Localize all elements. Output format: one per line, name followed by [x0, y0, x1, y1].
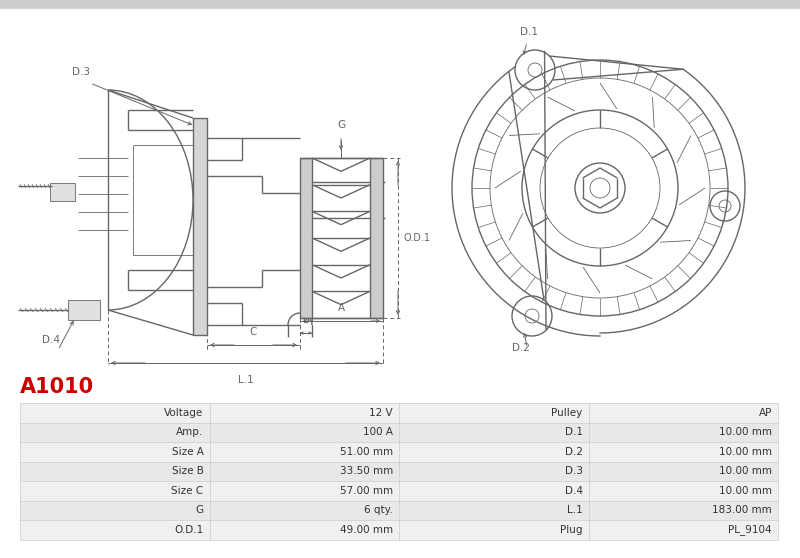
Bar [20, 501, 778, 520]
Bar [20, 520, 778, 540]
Text: Amp.: Amp. [176, 427, 203, 437]
Text: 10.00 mm: 10.00 mm [719, 447, 772, 457]
Text: D.2: D.2 [512, 343, 530, 353]
Text: B: B [302, 315, 310, 325]
Text: Size A: Size A [172, 447, 203, 457]
Text: C: C [250, 327, 257, 337]
Bar [300, 158, 312, 318]
Text: 6 qty.: 6 qty. [364, 505, 393, 515]
Text: D.1: D.1 [520, 27, 538, 37]
Bar [20, 422, 778, 442]
Bar [193, 118, 207, 335]
Text: 51.00 mm: 51.00 mm [340, 447, 393, 457]
Text: 57.00 mm: 57.00 mm [340, 486, 393, 496]
Text: Size B: Size B [172, 466, 203, 476]
Bar [68, 300, 100, 320]
Text: O.D.1: O.D.1 [404, 233, 431, 243]
Text: D.2: D.2 [565, 447, 582, 457]
Text: 100 A: 100 A [363, 427, 393, 437]
Bar [20, 442, 778, 461]
Bar [20, 403, 778, 422]
Text: Pulley: Pulley [551, 408, 582, 418]
Text: 49.00 mm: 49.00 mm [340, 525, 393, 535]
Text: D.1: D.1 [565, 427, 582, 437]
Bar [370, 158, 383, 318]
Text: D.3: D.3 [565, 466, 582, 476]
Bar [20, 461, 778, 481]
Text: G: G [195, 505, 203, 515]
Text: 10.00 mm: 10.00 mm [719, 466, 772, 476]
Text: D.4: D.4 [565, 486, 582, 496]
Text: 10.00 mm: 10.00 mm [719, 486, 772, 496]
Text: A: A [338, 303, 345, 313]
Text: D.3: D.3 [72, 67, 90, 77]
Bar [0, 0, 800, 8]
Bar [0, 0, 800, 7]
Text: AP: AP [758, 408, 772, 418]
Text: 10.00 mm: 10.00 mm [719, 427, 772, 437]
Text: Voltage: Voltage [164, 408, 203, 418]
Text: Size C: Size C [171, 486, 203, 496]
Bar [133, 145, 193, 255]
Text: O.D.1: O.D.1 [174, 525, 203, 535]
Text: A1010: A1010 [20, 377, 94, 397]
Text: 183.00 mm: 183.00 mm [712, 505, 772, 515]
Text: L.1: L.1 [566, 505, 582, 515]
Bar [50, 183, 75, 201]
Text: D.4: D.4 [42, 335, 60, 345]
Text: 12 V: 12 V [370, 408, 393, 418]
Text: Plug: Plug [560, 525, 582, 535]
Text: 33.50 mm: 33.50 mm [340, 466, 393, 476]
Bar [20, 481, 778, 501]
Text: PL_9104: PL_9104 [728, 525, 772, 535]
Text: L.1: L.1 [238, 375, 254, 385]
Text: G: G [337, 120, 345, 130]
